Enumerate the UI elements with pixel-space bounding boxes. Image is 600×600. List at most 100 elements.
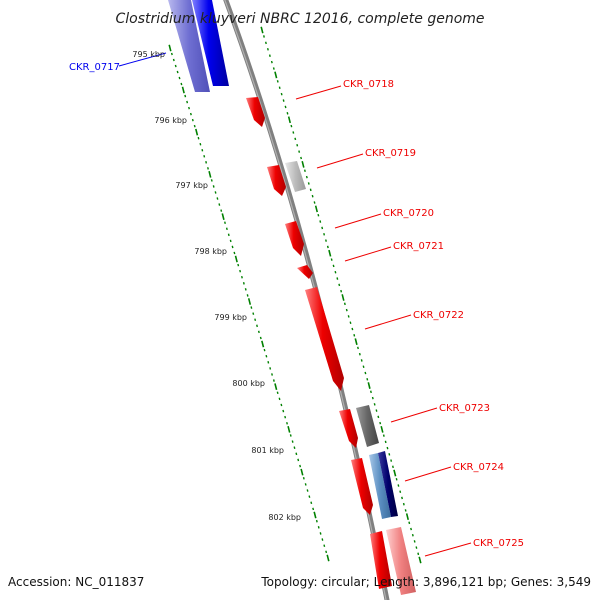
outer-tick-mark xyxy=(266,48,269,51)
inner-tick-mark xyxy=(195,128,199,136)
scale-label: 802 kbp xyxy=(268,513,301,522)
inner-tick-mark xyxy=(326,554,330,562)
outer-tick-mark xyxy=(370,390,372,394)
inner-tick-mark xyxy=(300,468,304,476)
gene-label-ckr-0718[interactable]: CKR_0718 xyxy=(343,79,394,90)
inner-tick-mark xyxy=(289,434,292,437)
gene-ckr-0718[interactable] xyxy=(246,97,265,127)
inner-tick-mark xyxy=(261,340,265,348)
gene-label-ckr-0724[interactable]: CKR_0724 xyxy=(453,462,504,473)
scale-labels: 795 kbp 796 kbp 797 kbp 798 kbp 799 kbp … xyxy=(132,50,301,522)
inner-tick-mark xyxy=(252,312,255,315)
outer-tick-mark xyxy=(418,556,422,564)
outer-tick-mark xyxy=(305,175,308,179)
cog-track-ckr-0719 xyxy=(285,161,306,192)
inner-tick-mark xyxy=(310,501,313,505)
gene-body-ckr-0722 xyxy=(305,287,344,391)
label-line-ckr-0721 xyxy=(344,246,392,262)
outer-tick-mark xyxy=(280,92,283,96)
gene-ckr-0725[interactable] xyxy=(370,527,416,595)
outer-tick-mark xyxy=(282,99,285,102)
gene-ckr-0717[interactable] xyxy=(168,0,229,92)
outer-tick-mark xyxy=(307,182,310,185)
inner-tick-mark xyxy=(233,251,236,255)
outer-tick-mark xyxy=(410,527,412,531)
gene-ckr-0723[interactable] xyxy=(339,405,379,448)
outer-tick-mark xyxy=(314,205,319,213)
cog-track-ckr-0725 xyxy=(386,527,416,595)
scale-label: 800 kbp xyxy=(232,379,265,388)
gene-ckr-0720[interactable] xyxy=(285,221,304,256)
inner-tick-mark xyxy=(186,100,189,104)
outer-tick-mark xyxy=(366,378,369,381)
outer-tick-mark xyxy=(319,220,322,223)
inner-tick-mark xyxy=(304,483,307,486)
inner-tick-mark xyxy=(212,185,215,188)
outer-tick-mark xyxy=(375,409,378,412)
outer-tick-mark xyxy=(357,346,359,350)
gene-label-ckr-0723[interactable]: CKR_0723 xyxy=(439,403,490,414)
inner-tick-mark xyxy=(256,324,258,328)
inner-tick-mark xyxy=(254,318,257,321)
gene-label-ckr-0720[interactable]: CKR_0720 xyxy=(383,208,434,219)
inner-tick-mark xyxy=(302,477,305,480)
inner-tick-mark xyxy=(291,440,294,443)
inner-tick-mark xyxy=(325,550,328,554)
inner-tick-mark xyxy=(188,106,190,110)
outer-tick-mark xyxy=(317,213,320,217)
outer-tick-mark xyxy=(380,425,384,433)
gene-label-ckr-0719[interactable]: CKR_0719 xyxy=(365,148,416,159)
inner-tick-mark xyxy=(220,209,223,212)
outer-tick-mark xyxy=(340,289,343,293)
inner-tick-mark xyxy=(265,354,268,358)
inner-tick-mark xyxy=(189,112,192,116)
outer-tick-mark xyxy=(326,245,329,249)
outer-tick-mark xyxy=(334,270,337,274)
inner-tick-mark xyxy=(286,421,288,425)
gene-label-ckr-0722[interactable]: CKR_0722 xyxy=(413,310,464,321)
outer-tick-mark xyxy=(358,352,361,356)
label-line-ckr-0724 xyxy=(404,466,452,482)
gene-label-ckr-0721[interactable]: CKR_0721 xyxy=(393,241,444,252)
outer-tick-track xyxy=(260,26,422,564)
inner-tick-mark xyxy=(299,464,302,468)
scale-label: 801 kbp xyxy=(251,446,284,455)
outer-tick-mark xyxy=(408,521,411,525)
label-line-ckr-0718 xyxy=(295,85,342,100)
outer-tick-mark xyxy=(417,552,420,556)
gene-ckr-0721[interactable] xyxy=(297,265,313,279)
label-line-ckr-0717 xyxy=(118,52,167,67)
inner-tick-mark xyxy=(203,155,206,158)
inner-tick-mark xyxy=(210,179,213,182)
inner-tick-mark xyxy=(284,415,287,419)
inner-tick-mark xyxy=(280,403,283,407)
inner-tick-mark xyxy=(172,58,175,62)
outer-tick-mark xyxy=(284,105,287,109)
gene-ckr-0719[interactable] xyxy=(267,161,306,196)
gene-body-ckr-0721 xyxy=(297,265,313,279)
gene-ckr-0722[interactable] xyxy=(305,287,344,391)
outer-tick-mark xyxy=(272,67,275,70)
genome-backbone-highlight xyxy=(224,0,387,600)
outer-tick-mark xyxy=(287,116,292,124)
outer-tick-mark xyxy=(351,327,354,331)
inner-tick-mark xyxy=(257,330,260,334)
label-line-ckr-0720 xyxy=(334,213,382,229)
outer-tick-mark xyxy=(336,277,339,280)
label-line-ckr-0725 xyxy=(424,542,472,557)
gene-label-ckr-0725[interactable]: CKR_0725 xyxy=(473,538,524,549)
inner-tick-mark xyxy=(176,70,179,74)
inner-tick-mark xyxy=(274,383,278,391)
outer-tick-mark xyxy=(286,112,289,115)
outer-tick-mark xyxy=(397,484,400,487)
inner-tick-mark xyxy=(297,458,300,462)
gene-ckr-0724[interactable] xyxy=(351,451,398,519)
inner-tick-mark xyxy=(278,397,281,401)
gene-body-ckr-0718 xyxy=(246,97,265,127)
outer-tick-mark xyxy=(311,194,314,198)
gene-label-ckr-0717[interactable]: CKR_0717 xyxy=(69,62,120,73)
outer-tick-mark xyxy=(379,421,382,425)
scale-label: 798 kbp xyxy=(194,247,227,256)
inner-tick-mark xyxy=(247,298,252,305)
